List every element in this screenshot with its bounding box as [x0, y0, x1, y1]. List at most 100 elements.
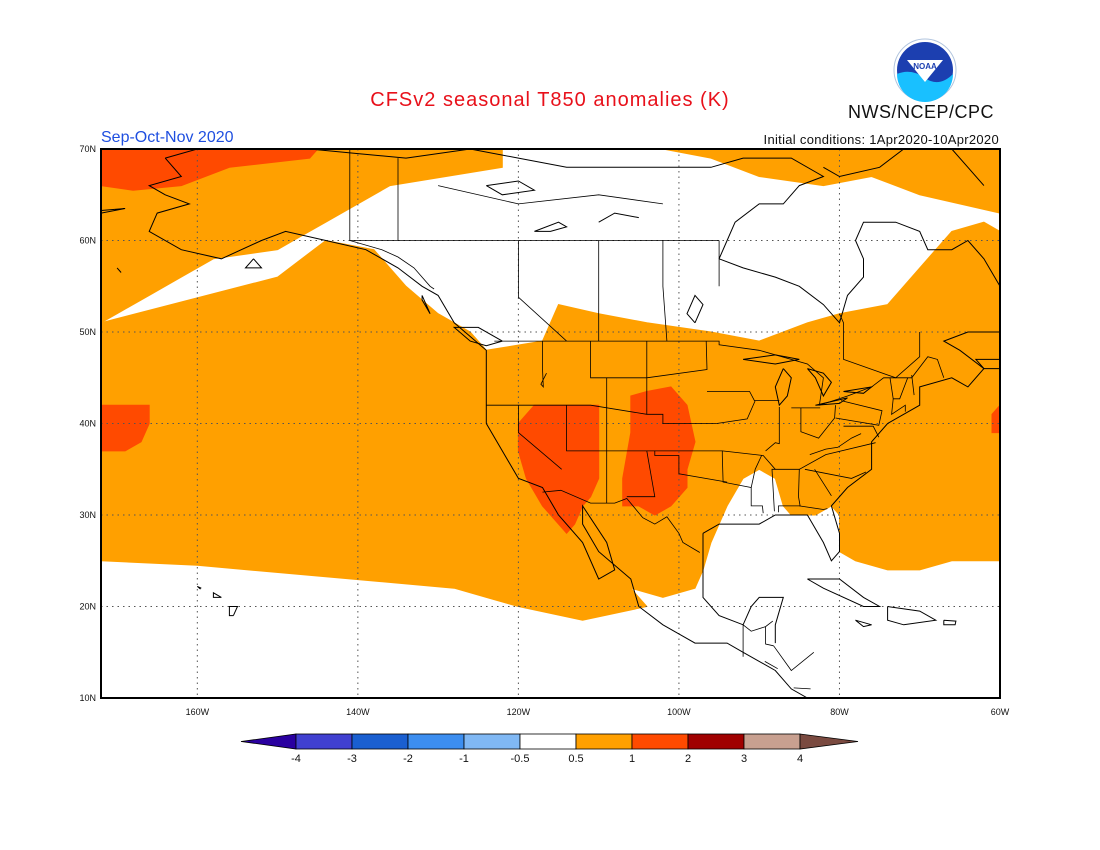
svg-text:NOAA: NOAA: [913, 62, 937, 71]
anomaly-region-pacific-1-2: [101, 404, 150, 452]
lon-tick-label: 60W: [991, 707, 1010, 717]
border-line: [804, 468, 867, 479]
map-plot-area: [101, 149, 1000, 698]
colorbar-label: -2: [403, 753, 413, 765]
coastline: [718, 221, 1000, 324]
colorbar-segment: [351, 733, 409, 750]
coastline: [212, 591, 222, 598]
initial-conditions-label: Initial conditions: 1Apr2020-10Apr2020: [763, 132, 999, 147]
colorbar-segment: [631, 733, 689, 750]
map-gridlines: [101, 149, 1000, 698]
colorbar-label: -4: [291, 753, 301, 765]
colorbar-high-arrow: [799, 733, 859, 750]
border-line: [893, 377, 909, 400]
border-line: [773, 645, 815, 672]
coastline: [598, 212, 639, 223]
lon-tick-label: 140W: [346, 707, 370, 717]
coastline: [147, 157, 808, 698]
map-title: CFSv2 seasonal T850 anomalies (K): [370, 89, 730, 111]
coastline: [774, 368, 792, 407]
season-label: Sep-Oct-Nov 2020: [101, 129, 234, 146]
colorbar-label: 4: [797, 753, 803, 765]
longitude-labels: 160W 140W 120W 100W 80W 60W: [186, 707, 1010, 717]
coastline: [196, 585, 202, 590]
coastline: [951, 149, 985, 186]
border-line: [721, 450, 762, 488]
colorbar-segment: [519, 733, 577, 750]
colorbar-label: -1: [459, 753, 469, 765]
lat-tick-label: 40N: [79, 419, 96, 429]
colorbar-segment: [575, 733, 633, 750]
coastlines: [101, 149, 1000, 698]
colorbar-segment: [407, 733, 465, 750]
border-line: [518, 405, 562, 470]
noaa-logo: NOAA: [893, 38, 957, 102]
coastline: [855, 619, 872, 628]
border-line: [814, 469, 832, 497]
colorbar-low-arrow: [240, 733, 297, 750]
border-line: [716, 400, 756, 424]
colorbar-label: 0.5: [568, 753, 583, 765]
anomaly-region-alaska-1-2: [101, 149, 319, 191]
coastline: [452, 326, 503, 347]
coastline: [486, 180, 536, 196]
border-line: [765, 626, 774, 647]
lon-tick-label: 80W: [830, 707, 849, 717]
color-legend: -4 -3 -2 -1 -0.5 0.5 1 2 3 4: [240, 733, 859, 765]
border-line: [654, 450, 728, 483]
lat-tick-label: 30N: [79, 510, 96, 520]
coastline: [101, 208, 126, 214]
coastline: [974, 358, 1000, 370]
colorbar-segment: [295, 733, 353, 750]
lat-tick-label: 10N: [79, 693, 96, 703]
border-line: [765, 407, 780, 452]
border-line: [662, 240, 668, 342]
coastline: [686, 294, 704, 324]
lon-tick-label: 160W: [186, 707, 210, 717]
coastline: [807, 368, 833, 398]
border-line: [911, 374, 915, 396]
border-line: [793, 687, 811, 690]
colorbar-label: -0.5: [511, 753, 530, 765]
coastline: [116, 267, 122, 273]
lon-tick-label: 100W: [667, 707, 691, 717]
coastline: [823, 149, 936, 178]
latitude-labels: 70N 60N 50N 40N 30N 20N 10N: [79, 144, 96, 703]
colorbar-label: 2: [685, 753, 691, 765]
coastline: [743, 354, 800, 365]
lat-tick-label: 50N: [79, 327, 96, 337]
coastline: [244, 258, 263, 269]
coastline: [228, 606, 239, 617]
coastline: [534, 221, 568, 232]
border-line: [626, 450, 656, 498]
coastline: [943, 619, 957, 626]
colorbar-label: 3: [741, 753, 747, 765]
border-line: [809, 433, 862, 455]
agency-label: NWS/NCEP/CPC: [848, 102, 995, 122]
border-line: [542, 489, 701, 553]
colorbar-segment: [687, 733, 745, 750]
lat-tick-label: 70N: [79, 144, 96, 154]
lat-tick-label: 60N: [79, 236, 96, 246]
coastline: [702, 331, 1000, 562]
coastline: [165, 149, 825, 260]
border-line: [835, 400, 883, 426]
border-line: [811, 697, 812, 698]
border-line: [889, 377, 906, 416]
coastline: [815, 397, 848, 406]
colorbar-label: -3: [347, 753, 357, 765]
border-line: [839, 313, 921, 379]
border-line: [438, 185, 663, 205]
coastline: [807, 578, 882, 607]
anomaly-region-arctic-east-0.5-1: [662, 149, 1000, 214]
border-line: [540, 341, 547, 389]
border-line: [518, 240, 567, 342]
colorbar-segment: [743, 733, 801, 750]
colorbar-segment: [463, 733, 521, 750]
coastline: [702, 533, 784, 644]
border-line: [764, 661, 778, 670]
border-line: [771, 468, 776, 512]
anomaly-region-gulf-of-maine-1-2: [991, 404, 1000, 434]
coastline: [421, 295, 431, 314]
